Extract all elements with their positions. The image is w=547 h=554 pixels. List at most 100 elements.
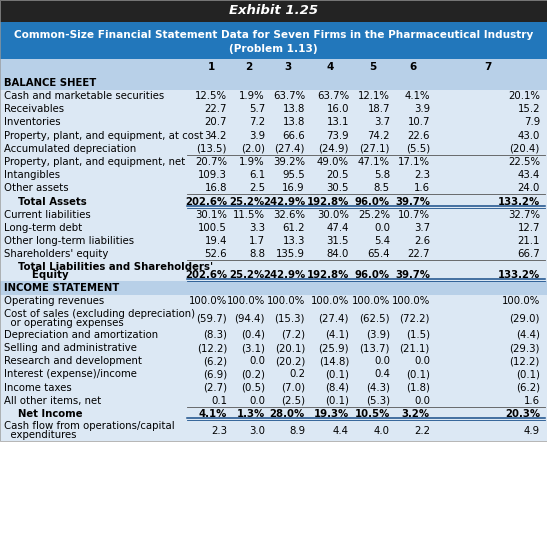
- Text: (6.2): (6.2): [516, 383, 540, 393]
- Text: 30.0%: 30.0%: [317, 210, 349, 220]
- Text: 2.3: 2.3: [211, 426, 227, 436]
- Text: 43.0: 43.0: [517, 131, 540, 141]
- Text: (15.3): (15.3): [275, 313, 305, 323]
- Text: 96.0%: 96.0%: [355, 270, 390, 280]
- Text: 20.7: 20.7: [205, 117, 227, 127]
- Text: 11.5%: 11.5%: [233, 210, 265, 220]
- Text: 7: 7: [484, 63, 492, 73]
- Text: (13.7): (13.7): [359, 343, 390, 353]
- Text: 20.5: 20.5: [327, 170, 349, 180]
- Bar: [0, 329, 547, 341]
- Text: 32.7%: 32.7%: [508, 210, 540, 220]
- Text: 5.7: 5.7: [249, 104, 265, 114]
- Text: (27.4): (27.4): [275, 144, 305, 154]
- Text: (7.2): (7.2): [281, 330, 305, 340]
- Text: (4.4): (4.4): [516, 330, 540, 340]
- Text: 22.6: 22.6: [408, 131, 430, 141]
- Text: 0.0: 0.0: [374, 223, 390, 233]
- Text: Cash flow from operations/capital: Cash flow from operations/capital: [4, 422, 174, 432]
- Text: 3.7: 3.7: [374, 117, 390, 127]
- Text: 0.0: 0.0: [374, 356, 390, 366]
- Text: 192.8%: 192.8%: [307, 270, 349, 280]
- Text: 3.9: 3.9: [249, 131, 265, 141]
- Text: (0.1): (0.1): [325, 370, 349, 379]
- Bar: [0, 76, 547, 90]
- Text: (5.5): (5.5): [406, 144, 430, 154]
- Text: 100.0%: 100.0%: [227, 296, 265, 306]
- Text: Total Assets: Total Assets: [4, 197, 87, 207]
- Text: Operating revenues: Operating revenues: [4, 296, 104, 306]
- Text: (13.5): (13.5): [196, 144, 227, 154]
- Bar: [0, 341, 547, 355]
- Text: 100.0%: 100.0%: [189, 296, 227, 306]
- Text: Exhibit 1.25: Exhibit 1.25: [229, 4, 318, 18]
- Text: 2.3: 2.3: [414, 170, 430, 180]
- Text: 4.4: 4.4: [333, 426, 349, 436]
- Text: (4.3): (4.3): [366, 383, 390, 393]
- Text: or operating expenses: or operating expenses: [4, 317, 124, 327]
- Bar: [0, 355, 547, 368]
- Text: 202.6%: 202.6%: [185, 197, 227, 207]
- Text: 5.4: 5.4: [374, 237, 390, 247]
- Text: 13.8: 13.8: [283, 104, 305, 114]
- Text: 4.1%: 4.1%: [404, 91, 430, 101]
- Text: 22.7: 22.7: [205, 104, 227, 114]
- Text: (5.3): (5.3): [366, 396, 390, 406]
- Text: 4: 4: [327, 63, 334, 73]
- Text: (27.1): (27.1): [359, 144, 390, 154]
- Text: 0.4: 0.4: [374, 370, 390, 379]
- Text: 73.9: 73.9: [327, 131, 349, 141]
- Bar: [0, 295, 547, 308]
- Bar: [0, 116, 547, 129]
- Text: 3.3: 3.3: [249, 223, 265, 233]
- Text: 1.6: 1.6: [524, 396, 540, 406]
- Text: 12.1%: 12.1%: [358, 91, 390, 101]
- Text: 242.9%: 242.9%: [263, 270, 305, 280]
- Text: (25.9): (25.9): [318, 343, 349, 353]
- Text: 22.7: 22.7: [408, 249, 430, 259]
- Text: 25.2%: 25.2%: [358, 210, 390, 220]
- Text: (72.2): (72.2): [399, 313, 430, 323]
- Text: expenditures: expenditures: [4, 430, 77, 440]
- Text: Property, plant, and equipment, net: Property, plant, and equipment, net: [4, 157, 185, 167]
- Bar: [0, 208, 547, 222]
- Bar: [0, 59, 547, 76]
- Text: 84.0: 84.0: [327, 249, 349, 259]
- Text: (24.9): (24.9): [318, 144, 349, 154]
- Text: (20.4): (20.4): [510, 144, 540, 154]
- Text: (0.4): (0.4): [241, 330, 265, 340]
- Text: 7.2: 7.2: [249, 117, 265, 127]
- Bar: [0, 394, 547, 408]
- Text: (0.5): (0.5): [241, 383, 265, 393]
- Bar: [0, 102, 547, 116]
- Bar: [0, 0, 547, 441]
- Text: 12.7: 12.7: [517, 223, 540, 233]
- Text: 52.6: 52.6: [205, 249, 227, 259]
- Bar: [0, 129, 547, 142]
- Bar: [0, 156, 547, 169]
- Text: (94.4): (94.4): [235, 313, 265, 323]
- Text: 0.0: 0.0: [249, 356, 265, 366]
- Text: 4.1%: 4.1%: [199, 409, 227, 419]
- Text: 66.7: 66.7: [517, 249, 540, 259]
- Text: 21.1: 21.1: [517, 237, 540, 247]
- Bar: [0, 368, 547, 381]
- Bar: [0, 182, 547, 195]
- Text: (6.9): (6.9): [203, 370, 227, 379]
- Text: 1: 1: [207, 63, 214, 73]
- Text: (2.5): (2.5): [281, 396, 305, 406]
- Text: (8.3): (8.3): [203, 330, 227, 340]
- Text: 242.9%: 242.9%: [263, 197, 305, 207]
- Text: Cash and marketable securities: Cash and marketable securities: [4, 91, 164, 101]
- Text: (59.7): (59.7): [196, 313, 227, 323]
- Text: Intangibles: Intangibles: [4, 170, 60, 180]
- Bar: [0, 381, 547, 394]
- Text: 16.9: 16.9: [282, 183, 305, 193]
- Text: 15.2: 15.2: [517, 104, 540, 114]
- Text: (20.2): (20.2): [275, 356, 305, 366]
- Text: 47.4: 47.4: [327, 223, 349, 233]
- Text: 30.5: 30.5: [327, 183, 349, 193]
- Text: (2.7): (2.7): [203, 383, 227, 393]
- Text: Other long-term liabilities: Other long-term liabilities: [4, 237, 134, 247]
- Text: (2.0): (2.0): [241, 144, 265, 154]
